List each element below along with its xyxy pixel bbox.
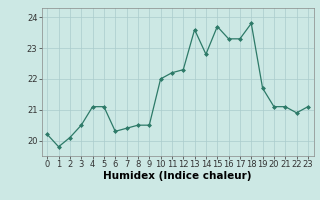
X-axis label: Humidex (Indice chaleur): Humidex (Indice chaleur) [103,171,252,181]
